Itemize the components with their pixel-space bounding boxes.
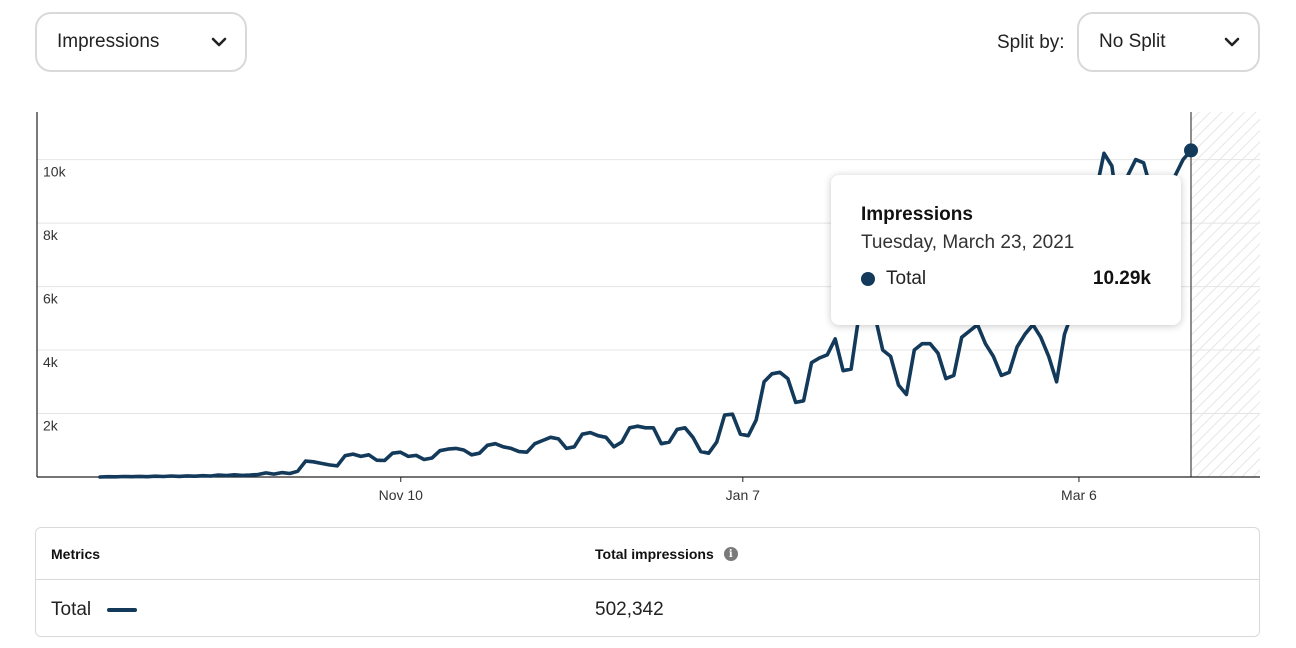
total-impressions-header-label: Total impressions	[595, 546, 714, 562]
y-tick-label: 8k	[43, 227, 59, 243]
y-tick-label: 2k	[43, 418, 59, 434]
split-by-label: Split by:	[997, 32, 1065, 53]
row-metric-name: Total	[51, 599, 138, 621]
x-tick-label: Mar 6	[1061, 487, 1097, 503]
row-metric-label: Total	[51, 599, 92, 620]
table-row: Total 502,342	[36, 580, 1259, 637]
x-tick-label: Jan 7	[726, 487, 760, 503]
tooltip-title: Impressions	[861, 204, 973, 225]
tooltip-value: 10.29k	[1092, 268, 1151, 289]
total-impressions-header: Total impressions i	[595, 546, 738, 562]
metrics-table: Metrics Total impressions i Total 502,34…	[35, 527, 1260, 637]
split-dropdown-value: No Split	[1099, 31, 1166, 52]
metrics-header-label: Metrics	[51, 546, 101, 562]
table-header: Metrics Total impressions i	[36, 528, 1259, 580]
row-total-value: 502,342	[595, 599, 664, 620]
split-dropdown[interactable]: No Split	[1077, 12, 1260, 72]
chevron-down-icon	[1224, 37, 1240, 47]
tooltip-row: Total 10.29k	[861, 268, 1151, 290]
y-tick-label: 10k	[43, 164, 67, 180]
info-icon[interactable]: i	[723, 547, 738, 561]
y-tick-label: 4k	[43, 354, 59, 370]
legend-line-icon	[107, 608, 138, 612]
highlight-point	[1184, 143, 1198, 158]
metric-dropdown[interactable]: Impressions	[35, 12, 247, 72]
chart-tooltip: Impressions Tuesday, March 23, 2021 Tota…	[831, 175, 1181, 325]
impressions-line-chart[interactable]: 2k 4k 6k 8k 10k Nov 10 Jan 7 Mar 6	[0, 100, 1296, 510]
series-dot-icon	[861, 272, 875, 286]
tooltip-series-name: Total	[886, 268, 927, 289]
x-tick-label: Nov 10	[379, 487, 424, 503]
series-line-total	[98, 148, 1193, 479]
metric-dropdown-value: Impressions	[57, 31, 160, 52]
tooltip-date: Tuesday, March 23, 2021	[861, 232, 1075, 253]
y-tick-label: 6k	[43, 291, 59, 307]
impressions-chart[interactable]: 2k 4k 6k 8k 10k Nov 10 Jan 7 Mar 6	[0, 100, 1296, 510]
future-region	[1191, 112, 1260, 477]
metrics-header: Metrics	[51, 546, 100, 562]
chevron-down-icon	[211, 37, 227, 47]
